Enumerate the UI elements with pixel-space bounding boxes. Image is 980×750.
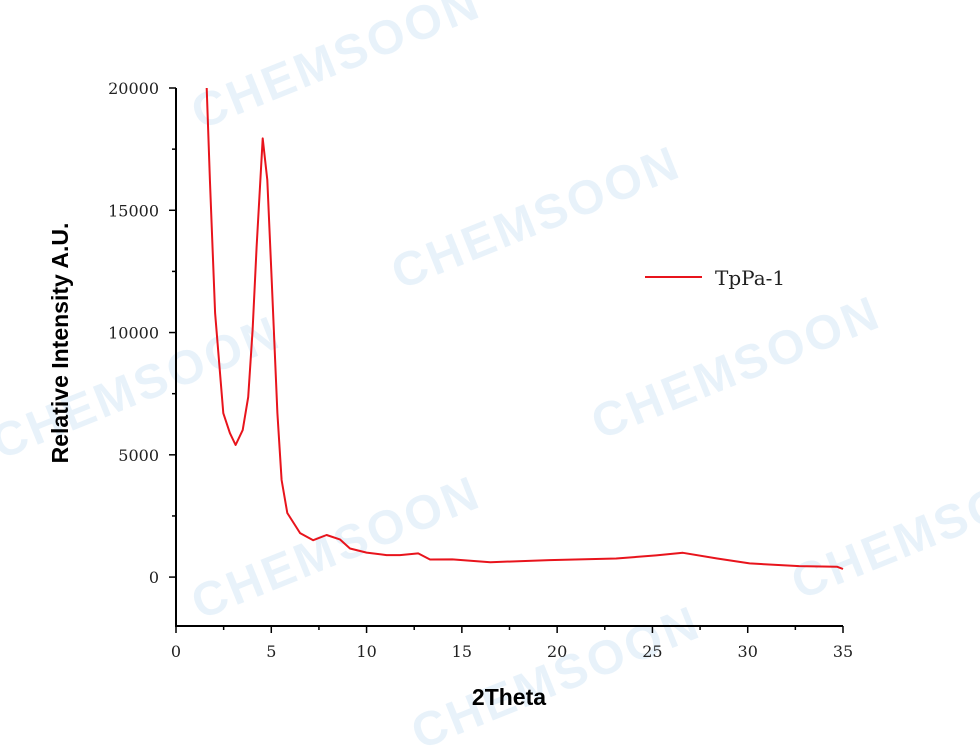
x-tick-label: 15 xyxy=(452,642,472,661)
plot-area xyxy=(205,87,844,570)
x-tick-label: 10 xyxy=(356,642,376,661)
watermark-text: CHEMSOON xyxy=(184,0,488,140)
x-tick-label: 35 xyxy=(833,642,853,661)
x-tick-label: 0 xyxy=(171,642,181,661)
watermark-text: CHEMSOON xyxy=(784,446,980,610)
legend-label: TpPa-1 xyxy=(715,266,785,290)
x-tick-label: 20 xyxy=(547,642,567,661)
x-axis-title: 2Theta xyxy=(472,684,546,710)
x-tick-label: 30 xyxy=(738,642,758,661)
watermark-text: CHEMSOON xyxy=(384,136,688,300)
y-tick-label: 0 xyxy=(149,568,159,587)
axes: 0 5 10 15 20 25 30 35 0 5000 10000 15000 20000 xyxy=(108,79,853,661)
y-tick-label: 15000 xyxy=(108,201,159,220)
watermark-text: CHEMSOON xyxy=(184,466,488,630)
y-tick-label: 20000 xyxy=(108,79,159,98)
y-tick-label: 10000 xyxy=(108,324,159,343)
watermark-text: CHEMSOON xyxy=(584,286,888,450)
watermark-text: CHEMSOON xyxy=(404,596,708,750)
legend: TpPa-1 xyxy=(645,266,785,290)
series-line-tppa-1 xyxy=(205,87,844,570)
x-tick-label: 5 xyxy=(266,642,276,661)
y-axis-title: Relative Intensity A.U. xyxy=(47,223,73,464)
y-tick-label: 5000 xyxy=(118,446,159,465)
x-tick-label: 25 xyxy=(642,642,662,661)
